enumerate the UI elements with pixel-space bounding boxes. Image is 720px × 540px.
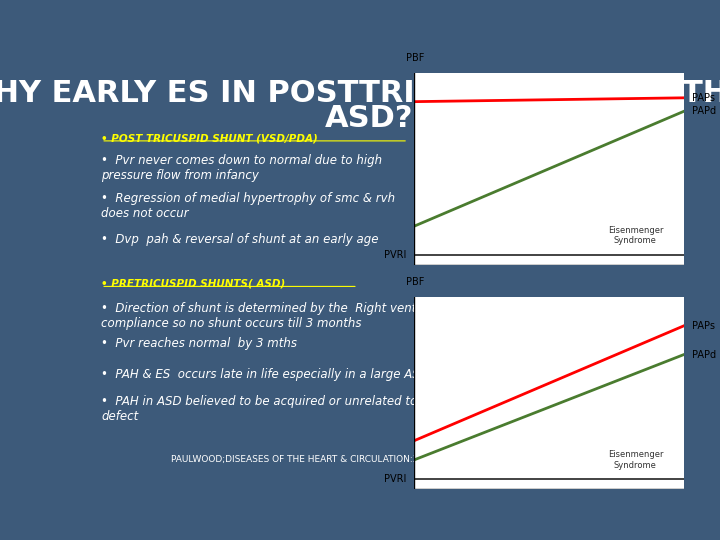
Text: • POST TRICUSPID SHUNT (VSD/PDA): • POST TRICUSPID SHUNT (VSD/PDA): [101, 133, 318, 144]
Text: • PRETRICUSPID SHUNTS( ASD): • PRETRICUSPID SHUNTS( ASD): [101, 279, 285, 289]
Text: PAULWOOD;DISEASES OF THE HEART & CIRCULATION:3RD EDITION:CHAPTER 8;467- 499: PAULWOOD;DISEASES OF THE HEART & CIRCULA…: [171, 455, 567, 464]
Text: •  Direction of shunt is determined by the  Right ventricular
compliance so no s: • Direction of shunt is determined by th…: [101, 302, 454, 330]
Text: PAPd: PAPd: [692, 349, 716, 360]
Text: Eisenmenger
Syndrome: Eisenmenger Syndrome: [608, 450, 663, 469]
Text: 22: 22: [616, 460, 631, 472]
Text: •  Pvr never comes down to normal due to high
pressure flow from infancy: • Pvr never comes down to normal due to …: [101, 154, 382, 182]
Text: PAPd: PAPd: [692, 106, 716, 116]
Text: ASD?: ASD?: [325, 104, 413, 133]
Text: PAPs: PAPs: [692, 93, 715, 103]
Text: •  Regression of medial hypertrophy of smc & rvh
does not occur: • Regression of medial hypertrophy of sm…: [101, 192, 395, 220]
Text: •  Pvr reaches normal  by 3 mths: • Pvr reaches normal by 3 mths: [101, 337, 297, 350]
Text: •  PAH in ASD believed to be acquired or unrelated to the
defect: • PAH in ASD believed to be acquired or …: [101, 395, 441, 423]
Text: •  PAH & ES  occurs late in life especially in a large ASD: • PAH & ES occurs late in life especiall…: [101, 368, 429, 381]
Text: PBF: PBF: [406, 53, 424, 63]
Text: WHY EARLY ES IN POSTTRICUSPID SHUNT THAN: WHY EARLY ES IN POSTTRICUSPID SHUNT THAN: [0, 79, 720, 109]
Text: PAPs: PAPs: [692, 321, 715, 331]
Text: •  Dvp  pah & reversal of shunt at an early age: • Dvp pah & reversal of shunt at an earl…: [101, 233, 379, 246]
Text: PVRI: PVRI: [384, 250, 406, 260]
Text: PBF: PBF: [406, 278, 424, 287]
Text: Eisenmenger
Syndrome: Eisenmenger Syndrome: [608, 226, 663, 245]
Text: PVRI: PVRI: [384, 474, 406, 484]
